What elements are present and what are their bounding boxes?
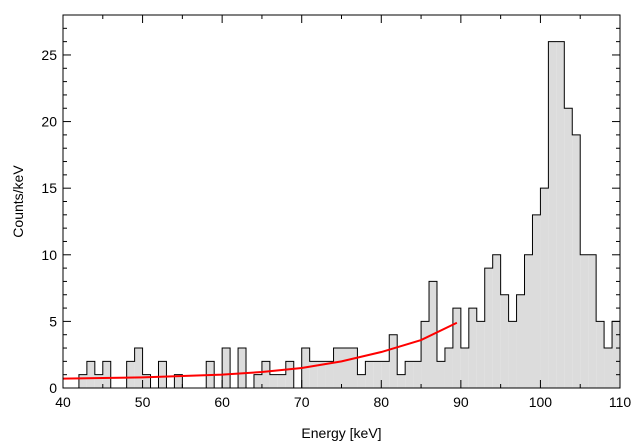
- histogram-bin: [516, 294, 525, 388]
- histogram-bin: [612, 321, 620, 388]
- histogram-bin: [580, 254, 589, 388]
- histogram-bin: [349, 348, 358, 388]
- histogram-bin: [357, 374, 366, 388]
- histogram-bin: [126, 361, 135, 388]
- y-tick-label: 20: [41, 114, 57, 130]
- y-tick-label: 25: [41, 47, 57, 63]
- histogram-bin: [444, 348, 453, 388]
- x-tick-label: 60: [214, 394, 230, 410]
- histogram-bin: [86, 361, 95, 388]
- histogram-bin: [261, 361, 270, 388]
- histogram-bin: [134, 348, 143, 388]
- histogram-bin: [78, 374, 87, 388]
- fit-curve: [62, 321, 458, 380]
- histogram-bin: [508, 321, 517, 388]
- histogram-bin: [476, 321, 485, 388]
- x-tick-label: 40: [55, 394, 71, 410]
- histogram-bin: [413, 361, 422, 388]
- histogram-bin: [333, 348, 342, 388]
- histogram-bin: [556, 41, 565, 389]
- axis-ticks: [62, 14, 621, 389]
- histogram-bin: [142, 374, 151, 388]
- histogram-bin: [269, 374, 278, 388]
- y-tick-label: 15: [41, 180, 57, 196]
- plot-area: [62, 41, 620, 389]
- y-tick-label: 0: [49, 380, 57, 396]
- histogram-bin: [604, 348, 613, 388]
- histogram-bin: [405, 361, 414, 388]
- histogram-bin: [492, 254, 501, 388]
- histogram-bin: [548, 41, 557, 389]
- histogram-bin: [436, 361, 445, 388]
- histogram-bin: [158, 361, 167, 388]
- histogram-bin: [381, 361, 390, 388]
- histogram-bin: [460, 348, 469, 388]
- y-tick-label: 10: [41, 247, 57, 263]
- histogram-bin: [325, 361, 334, 388]
- x-tick-label: 50: [135, 394, 151, 410]
- histogram-bin: [365, 361, 374, 388]
- histogram-bin: [572, 134, 581, 388]
- histogram-bin: [564, 108, 573, 388]
- y-tick-label: 5: [49, 313, 57, 329]
- histogram-bin: [222, 348, 231, 388]
- histogram-bin: [397, 374, 406, 388]
- y-axis-title: Counts/keV: [10, 165, 26, 238]
- x-tick-label: 80: [373, 394, 389, 410]
- x-tick-label: 110: [609, 394, 632, 410]
- x-tick-label: 100: [529, 394, 553, 410]
- histogram-bin: [588, 254, 597, 388]
- histogram-bin: [253, 374, 262, 388]
- histogram-bin: [277, 374, 286, 388]
- histogram-bin: [421, 321, 430, 388]
- histogram-bin: [94, 374, 103, 388]
- histogram-bin: [596, 321, 605, 388]
- histogram-bin: [389, 334, 398, 388]
- x-axis-title: Energy [keV]: [301, 425, 381, 441]
- histogram-bin: [452, 308, 461, 388]
- histogram-bin: [238, 348, 247, 388]
- histogram-bin: [317, 361, 326, 388]
- tick-labels: 40 50 60 70 80 90 100 110 0 5 10 15 20 25: [41, 47, 631, 410]
- histogram-bin: [532, 214, 541, 388]
- histogram-bin: [285, 361, 294, 388]
- histogram-bin: [373, 361, 382, 388]
- histogram-bin: [500, 294, 509, 388]
- histogram-bin: [341, 348, 350, 388]
- histogram-bin: [309, 361, 318, 388]
- histogram-bin: [468, 308, 477, 388]
- histogram-bin: [484, 268, 493, 388]
- histogram-bin: [102, 361, 111, 388]
- x-tick-label: 70: [294, 394, 310, 410]
- histogram-bin: [540, 188, 549, 388]
- histogram-bin: [524, 254, 533, 388]
- x-tick-label: 90: [453, 394, 469, 410]
- histogram-bin: [174, 374, 183, 388]
